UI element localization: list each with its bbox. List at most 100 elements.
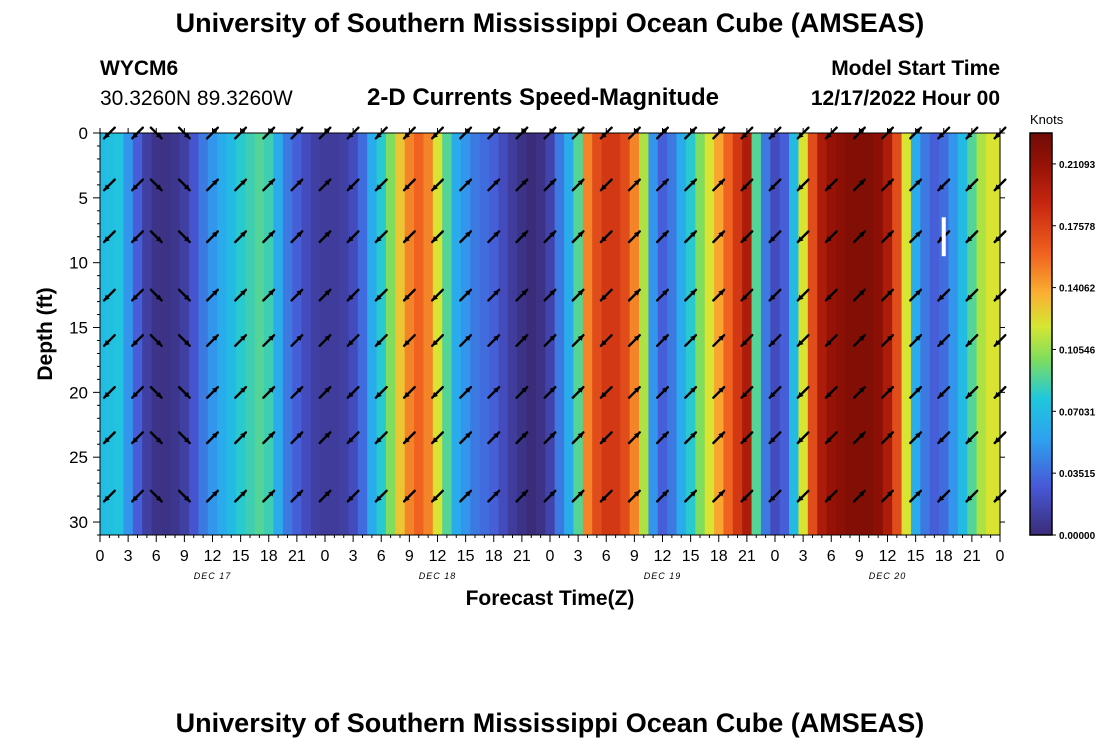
current-arrow: [102, 385, 116, 399]
current-arrow: [656, 230, 669, 244]
current-arrow: [102, 178, 116, 192]
station-coordinates: 30.3260N 89.3260W: [100, 87, 293, 110]
current-arrow: [768, 178, 782, 192]
speed-column: [929, 133, 940, 535]
speed-column: [751, 133, 762, 535]
current-arrow: [290, 230, 304, 244]
current-arrow: [487, 230, 501, 244]
current-arrow: [130, 334, 145, 347]
current-arrow: [909, 489, 923, 503]
colorbar-tick-label: 0.17578: [1059, 222, 1096, 233]
current-arrow: [234, 334, 248, 347]
current-arrow: [346, 288, 360, 302]
speed-column: [723, 133, 734, 535]
current-arrow: [712, 334, 726, 347]
current-arrow: [102, 334, 116, 347]
date-label: DEC 17: [194, 571, 232, 581]
current-arrow: [459, 288, 473, 302]
current-arrow: [571, 489, 585, 503]
current-arrow: [768, 334, 782, 347]
y-tick-label: 0: [79, 124, 88, 143]
current-arrow: [177, 288, 191, 302]
colorbar-tick-label: 0.00000: [1059, 531, 1096, 542]
x-tick-label: 15: [907, 548, 925, 565]
current-arrow: [656, 288, 669, 302]
speed-column: [301, 133, 312, 535]
current-arrow: [487, 288, 501, 302]
x-tick-label: 9: [855, 548, 864, 565]
current-arrow: [262, 230, 276, 244]
current-arrow: [712, 385, 726, 399]
current-arrow: [374, 178, 388, 192]
current-arrow: [965, 178, 979, 192]
current-arrow: [852, 288, 866, 302]
x-tick-label: 18: [935, 548, 953, 565]
current-arrow: [402, 230, 416, 244]
x-tick-label: 21: [513, 548, 531, 565]
speed-column: [423, 133, 434, 535]
x-tick-label: 3: [124, 548, 133, 565]
current-arrow: [290, 178, 304, 192]
current-arrow: [234, 230, 248, 244]
speed-column: [320, 133, 331, 535]
current-arrow: [459, 178, 473, 192]
x-tick-label: 6: [602, 548, 611, 565]
speed-column: [160, 133, 171, 535]
current-arrow: [796, 385, 810, 399]
current-arrow: [965, 489, 979, 503]
current-arrow: [346, 489, 360, 503]
current-arrow: [881, 385, 894, 399]
y-tick-label: 30: [69, 513, 88, 532]
speed-column: [873, 133, 884, 535]
current-arrow: [515, 489, 529, 503]
current-arrow: [234, 178, 248, 192]
x-tick-label: 9: [630, 548, 639, 565]
current-arrow: [656, 178, 669, 192]
current-arrow: [684, 489, 698, 503]
speed-column: [348, 133, 359, 535]
speed-column: [189, 133, 200, 535]
current-arrow: [262, 288, 276, 302]
current-arrow: [459, 385, 473, 399]
speed-column: [357, 133, 368, 535]
y-tick-label: 20: [69, 383, 88, 402]
speed-column: [892, 133, 903, 535]
current-arrow: [374, 385, 388, 399]
current-arrow: [965, 431, 979, 445]
speed-column: [770, 133, 781, 535]
current-arrow: [346, 178, 360, 192]
current-arrow: [740, 288, 754, 302]
footer-title: University of Southern Mississippi Ocean…: [175, 708, 925, 738]
current-arrow: [487, 489, 501, 503]
current-arrow: [431, 288, 444, 302]
current-arrow: [205, 489, 220, 503]
current-arrow: [627, 334, 641, 347]
speed-column: [610, 133, 621, 535]
current-arrow: [740, 230, 754, 244]
current-arrow: [881, 178, 894, 192]
current-arrow: [824, 489, 838, 503]
current-arrow: [656, 431, 669, 445]
current-arrow: [712, 178, 726, 192]
current-arrow: [543, 288, 557, 302]
current-arrow: [487, 385, 501, 399]
y-tick-label: 15: [69, 319, 88, 338]
current-arrow: [487, 178, 501, 192]
current-arrow: [852, 334, 866, 347]
x-tick-label: 15: [682, 548, 700, 565]
speed-column: [432, 133, 443, 535]
current-arrow: [571, 178, 585, 192]
current-arrow: [459, 334, 473, 347]
current-arrow: [234, 431, 248, 445]
current-arrow: [318, 230, 332, 244]
current-arrow: [965, 230, 979, 244]
date-label: DEC 20: [869, 571, 907, 581]
colorbar-tick-label: 0.14062: [1059, 284, 1096, 295]
current-arrow: [515, 230, 529, 244]
speed-column: [100, 133, 106, 535]
current-arrow: [543, 334, 557, 347]
x-tick-label: 12: [879, 548, 897, 565]
speed-column: [779, 133, 790, 535]
speed-column: [329, 133, 340, 535]
speed-column: [489, 133, 500, 535]
